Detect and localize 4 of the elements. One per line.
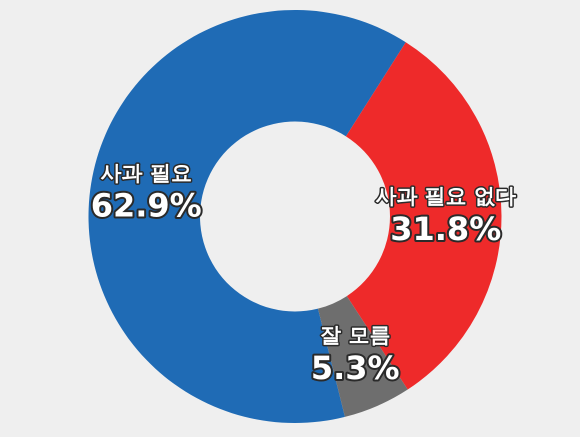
data-label: 31.8% bbox=[390, 210, 502, 248]
slice-label: 사과 필요 bbox=[100, 160, 192, 185]
data-label: 62.9% bbox=[90, 186, 202, 225]
data-label: 5.3% bbox=[310, 349, 400, 388]
